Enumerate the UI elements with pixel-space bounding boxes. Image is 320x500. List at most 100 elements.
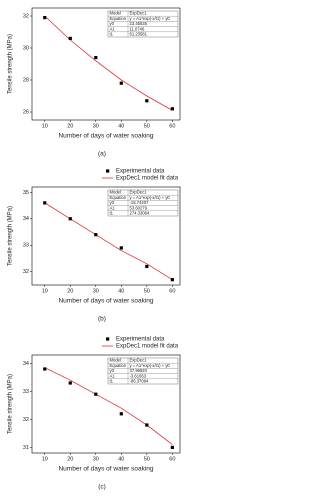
data-point (94, 56, 98, 60)
fit-table-cell: Equation (110, 16, 127, 21)
x-tick-label: 30 (93, 288, 99, 294)
data-point (145, 264, 149, 269)
fit-table-cell: Model (110, 11, 121, 16)
fit-table-cell: y = A1*exp(-x/t1) + y0 (130, 195, 171, 200)
fit-table-cell: Model (110, 190, 121, 195)
x-tick-label: 50 (144, 288, 150, 294)
fit-table-cell: ExpDec1 (130, 190, 148, 195)
y-axis-title: Tensile strength (MPa) (8, 374, 14, 434)
x-axis-title: Number of days of water soaking (58, 466, 153, 473)
legend-marker (106, 169, 110, 173)
x-axis-title: Number of days of water soaking (58, 298, 153, 305)
fit-table-cell: t1 (110, 32, 114, 37)
y-tick-label: 32 (23, 417, 29, 423)
x-tick-label: 20 (67, 456, 73, 462)
x-tick-label: 60 (169, 288, 175, 294)
caption: (c) (98, 484, 106, 491)
y-tick-label: 31 (23, 445, 29, 451)
y-tick-label: 32 (23, 269, 29, 275)
data-point (94, 233, 98, 237)
fit-table-cell: 61.23581 (130, 32, 148, 37)
fit-table-cell: t1 (110, 211, 114, 216)
caption: (b) (98, 316, 106, 323)
fit-table-cell: 23.45635 (130, 21, 148, 26)
y-axis-title: Tensile strength (MPa) (8, 34, 14, 94)
fit-table (107, 10, 179, 38)
fit-table (107, 189, 179, 217)
y-tick-label: 26 (23, 109, 29, 115)
fit-table-cell: y = A1*exp(-x/t1) + y0 (130, 16, 171, 21)
fit-table-cell: Model (110, 358, 121, 363)
data-point (68, 36, 72, 40)
data-point (94, 392, 98, 396)
y-tick-label: 34 (23, 216, 29, 222)
y-tick-label: 35 (23, 190, 29, 196)
data-point (145, 99, 149, 103)
legend-marker (106, 337, 110, 341)
fit-table-cell: -18.74207 (130, 200, 150, 205)
figure: 26 28 30 32 10 20 30 40 50 60 Number of days of wa… (8, 7, 181, 491)
x-tick-label: 40 (118, 288, 124, 294)
fit-table-cell: t1 (110, 379, 114, 384)
fit-line (44, 15, 173, 111)
plot-frame (31, 354, 181, 454)
x-tick-label: 10 (42, 288, 48, 294)
data-point (68, 217, 72, 221)
x-tick-label: 50 (144, 456, 150, 462)
legend-label: Experimental data (116, 169, 165, 175)
y-tick-label: 30 (23, 45, 29, 51)
y-tick-label: 34 (23, 361, 29, 367)
data-point (119, 81, 123, 85)
x-tick-label: 10 (42, 456, 48, 462)
legend-label: Experimental data (116, 337, 165, 343)
fit-table-cell: y0 (110, 21, 115, 26)
data-point (170, 278, 174, 282)
legend-label: ExpDec1 model fit data (116, 344, 179, 350)
fit-table-cell: ExpDec1 (130, 358, 148, 363)
data-point (119, 412, 123, 416)
y-tick-label: 28 (23, 77, 29, 83)
x-tick-label: 50 (144, 123, 150, 129)
x-axis-title: Number of days of water soaking (58, 133, 153, 140)
x-tick-label: 30 (93, 456, 99, 462)
data-point (170, 445, 174, 449)
fit-table-cell: y = A1*exp(-x/t1) + y0 (130, 363, 171, 368)
fit-table-cell: 37.96920 (130, 368, 148, 373)
fit-table-cell: y0 (110, 368, 115, 373)
x-tick-label: 20 (67, 288, 73, 294)
data-point (43, 201, 47, 205)
x-tick-label: 40 (118, 456, 124, 462)
fit-table-cell: A1 (110, 26, 116, 31)
fit-line (44, 202, 173, 281)
data-point (119, 246, 123, 250)
fit-table-cell: -86.37094 (130, 379, 150, 384)
x-tick-label: 20 (67, 123, 73, 129)
x-tick-label: 40 (118, 123, 124, 129)
fit-table-cell: -3.61063 (130, 373, 147, 378)
fit-table-cell: 274.33064 (130, 211, 150, 216)
fit-table (107, 357, 179, 385)
data-point (43, 16, 47, 20)
fit-table-cell: Equation (110, 363, 127, 368)
y-tick-label: 33 (23, 389, 29, 395)
x-tick-label: 60 (169, 123, 175, 129)
y-axis-title: Tensile strength (MPa) (8, 206, 14, 266)
fit-table-cell: A1 (110, 205, 116, 210)
fit-table-cell: 11.0746 (130, 26, 145, 31)
fit-table-cell: ExpDec1 (130, 11, 148, 16)
x-tick-label: 30 (93, 123, 99, 129)
plot-frame (31, 186, 181, 286)
plot-frame (31, 7, 181, 121)
fit-line (44, 367, 173, 445)
data-point (170, 107, 174, 111)
y-tick-label: 33 (23, 243, 29, 249)
fit-table-cell: A1 (110, 373, 116, 378)
y-tick-label: 32 (23, 13, 29, 19)
x-tick-label: 60 (169, 456, 175, 462)
data-point (145, 423, 149, 427)
data-point (43, 367, 47, 371)
x-tick-label: 10 (42, 123, 48, 129)
data-point (68, 381, 72, 385)
fit-table-cell: 53.60279 (130, 205, 148, 210)
caption: (a) (98, 151, 106, 158)
